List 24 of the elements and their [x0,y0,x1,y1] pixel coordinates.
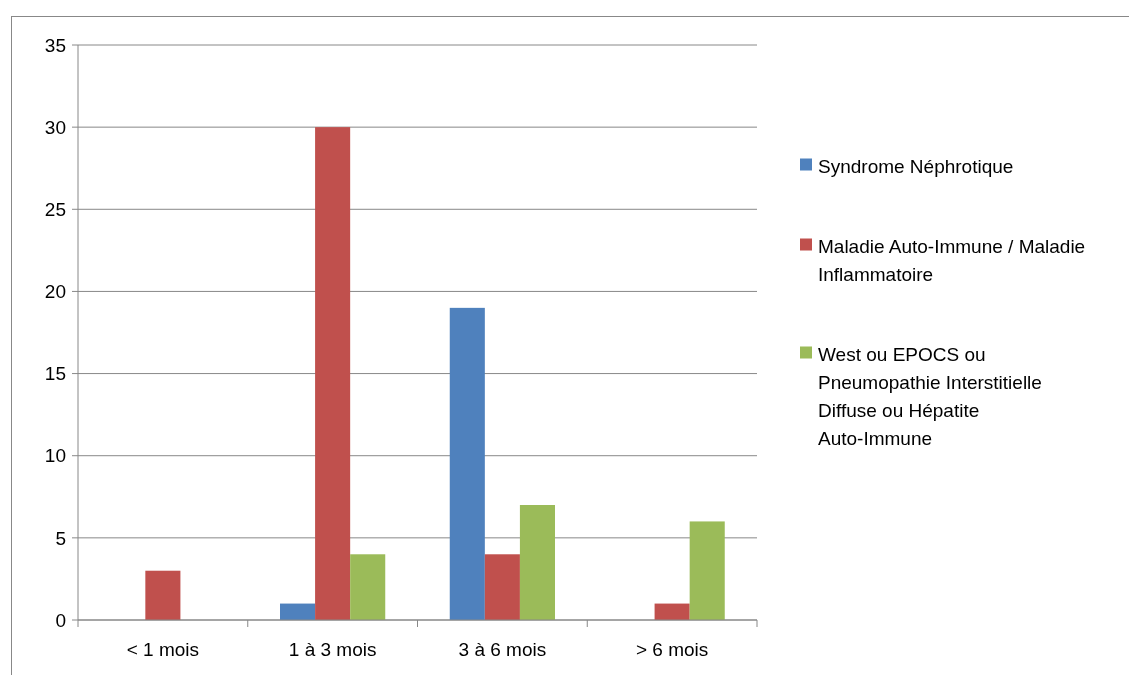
y-tick-label: 10 [44,445,66,467]
bar [484,554,520,620]
x-tick-label: 3 à 6 mois [458,639,547,660]
y-tick-label: 20 [44,281,66,303]
legend-label: West ou EPOCS ou Pneumopathie Interstitielle Diffuse ou Hépatite Auto-Immune [818,343,1042,449]
y-tick-label: 5 [55,527,66,549]
bar [654,603,690,620]
x-tick-label: < 1 mois [126,639,200,660]
bar [519,505,555,620]
bar [145,570,181,620]
bar [315,127,351,620]
x-tick-label: 1 à 3 mois [288,639,377,660]
bar [689,521,725,620]
bar [350,554,386,620]
legend-label: Syndrome Néphrotique [818,155,1014,177]
y-tick-label: 25 [44,198,66,220]
legend-label: Maladie Auto-Immune / Maladie Inflammatoire [818,235,1086,285]
y-tick-label: 0 [55,609,66,631]
y-tick-label: 15 [44,363,66,385]
y-tick-label: 35 [44,34,66,56]
bar [449,307,485,620]
y-tick-label: 30 [44,116,66,138]
x-tick-label: > 6 mois [635,639,709,660]
bar [280,603,316,620]
